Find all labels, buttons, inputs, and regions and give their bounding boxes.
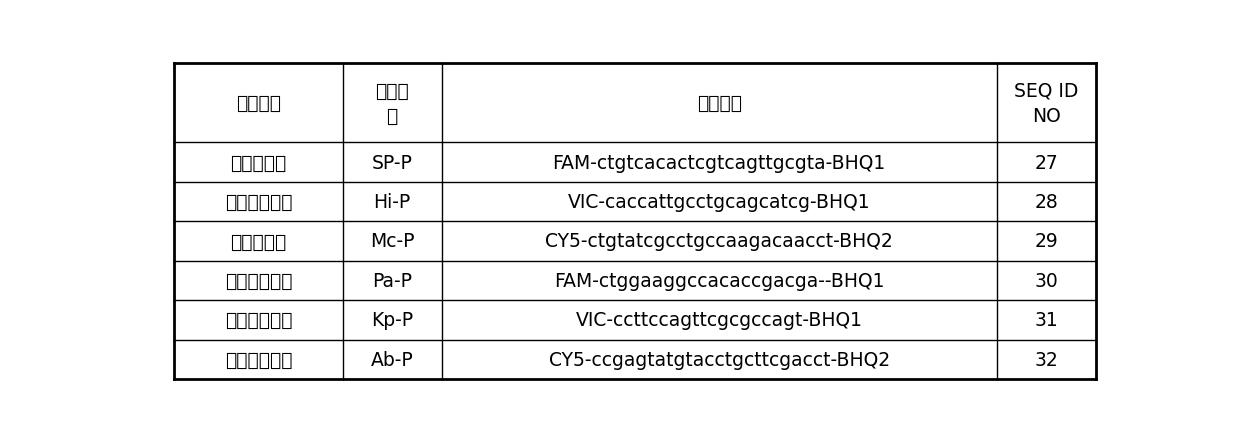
- Text: 鲍曼不动杆菌: 鲍曼不动杆菌: [224, 350, 292, 369]
- Text: 31: 31: [1035, 311, 1058, 330]
- Text: 流感嗜血杆菌: 流感嗜血杆菌: [224, 193, 292, 211]
- Text: CY5-ccgagtatgtacctgcttcgacct-BHQ2: CY5-ccgagtatgtacctgcttcgacct-BHQ2: [549, 350, 890, 369]
- Text: VIC-caccattgcctgcagcatcg-BHQ1: VIC-caccattgcctgcagcatcg-BHQ1: [567, 193, 871, 211]
- Text: FAM-ctggaaggccacaccgacga--BHQ1: FAM-ctggaaggccacaccgacga--BHQ1: [554, 271, 885, 290]
- Text: 32: 32: [1035, 350, 1058, 369]
- Text: SP-P: SP-P: [372, 153, 413, 172]
- Text: 卡他莫拉菌: 卡他莫拉菌: [230, 232, 286, 251]
- Text: 30: 30: [1035, 271, 1058, 290]
- Text: 检测目标: 检测目标: [235, 94, 281, 113]
- Text: Hi-P: Hi-P: [373, 193, 411, 211]
- Text: SEQ ID
NO: SEQ ID NO: [1015, 82, 1078, 126]
- Text: 28: 28: [1035, 193, 1058, 211]
- Text: Ab-P: Ab-P: [370, 350, 414, 369]
- Text: 探针序列: 探针序列: [696, 94, 742, 113]
- Text: 探针代
码: 探针代 码: [375, 82, 409, 126]
- Text: 27: 27: [1035, 153, 1058, 172]
- Text: VIC-ccttccagttcgcgccagt-BHQ1: VIC-ccttccagttcgcgccagt-BHQ1: [576, 311, 862, 330]
- Text: Pa-P: Pa-P: [372, 271, 413, 290]
- Text: 肺炎克雷伯菌: 肺炎克雷伯菌: [224, 311, 292, 330]
- Text: 29: 29: [1035, 232, 1058, 251]
- Text: Mc-P: Mc-P: [370, 232, 414, 251]
- Text: 铜绿假单胞菌: 铜绿假单胞菌: [224, 271, 292, 290]
- Text: Kp-P: Kp-P: [372, 311, 413, 330]
- Text: 肺炎链球菌: 肺炎链球菌: [230, 153, 286, 172]
- Text: FAM-ctgtcacactcgtcagttgcgta-BHQ1: FAM-ctgtcacactcgtcagttgcgta-BHQ1: [553, 153, 886, 172]
- Text: CY5-ctgtatcgcctgccaagacaacct-BHQ2: CY5-ctgtatcgcctgccaagacaacct-BHQ2: [545, 232, 893, 251]
